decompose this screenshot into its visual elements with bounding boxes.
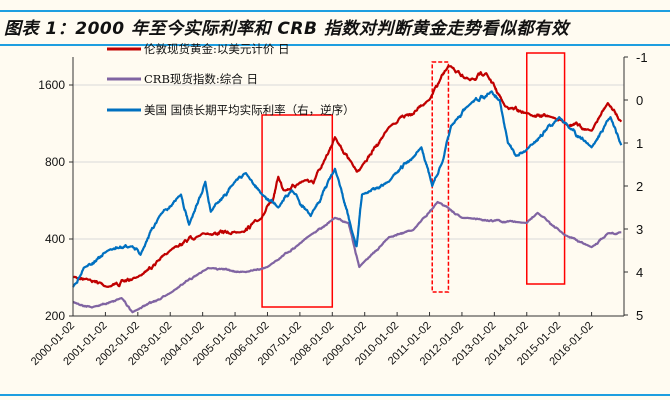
left-tick-label: 200: [45, 309, 65, 323]
legend-label: 伦敦现货黄金:以美元计价 日: [144, 42, 290, 56]
right-tick-label: -1: [636, 50, 648, 65]
series-line-real-rate: [72, 90, 623, 288]
series-line-crb: [72, 200, 622, 314]
legend-item: 美国 国债长期平均实际利率（右，逆序）: [107, 103, 355, 117]
right-tick-label: 0: [636, 93, 643, 108]
legend-label: 美国 国债长期平均实际利率（右，逆序）: [144, 103, 355, 117]
footer-rule: [0, 394, 670, 396]
right-tick-label: 3: [636, 222, 643, 237]
title-bottom-rule: [0, 44, 670, 46]
left-tick-label: 1600: [38, 78, 65, 92]
right-tick-label: 4: [636, 265, 643, 280]
highlight-box: [526, 52, 566, 285]
chart-title: 图表 1：2000 年至今实际利率和 CRB 指数对判断黄金走势看似都有效: [4, 19, 569, 39]
left-tick-label: 800: [45, 155, 65, 169]
highlight-box: [431, 61, 450, 293]
series-line-gold: [72, 64, 623, 288]
right-tick-label: 1: [636, 136, 643, 151]
legend: 伦敦现货黄金:以美元计价 日 CRB现货指数:综合 日美国 国债长期平均实际利率（…: [107, 42, 355, 117]
right-tick-label: 2: [636, 179, 643, 194]
title-top-rule: [0, 10, 670, 12]
legend-label: CRB现货指数:综合 日: [144, 72, 258, 86]
highlight-box: [261, 114, 334, 308]
legend-item: 伦敦现货黄金:以美元计价 日: [107, 42, 290, 56]
left-tick-label: 400: [45, 232, 65, 246]
right-tick-label: 5: [636, 308, 643, 323]
legend-item: CRB现货指数:综合 日: [107, 72, 258, 86]
